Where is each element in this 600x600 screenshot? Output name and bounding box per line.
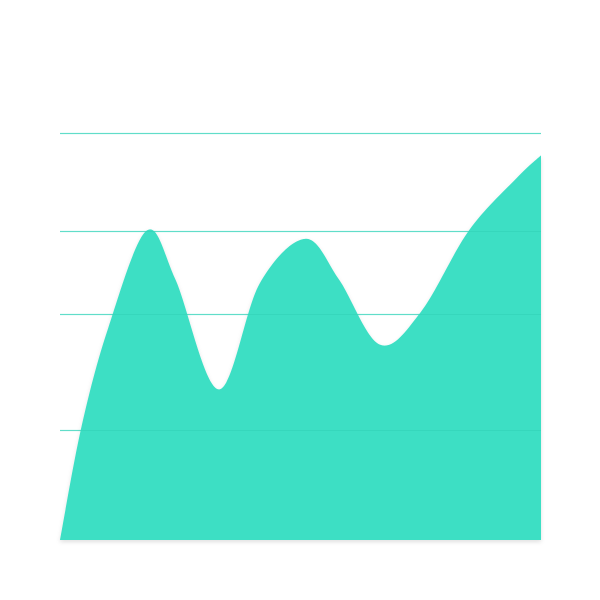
area-series-group bbox=[60, 155, 541, 540]
area-series-1 bbox=[60, 155, 541, 540]
gridlines-overlay bbox=[60, 133, 541, 431]
